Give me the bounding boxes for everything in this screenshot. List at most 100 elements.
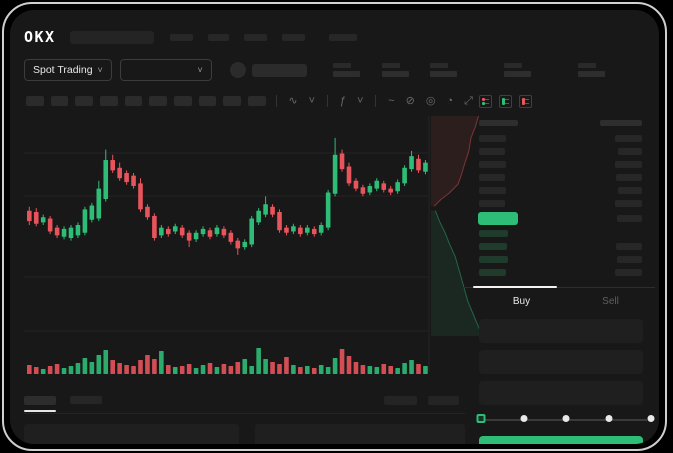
nav-item[interactable] bbox=[207, 33, 229, 41]
order-form-field[interactable] bbox=[479, 319, 643, 343]
orderbook-row[interactable] bbox=[477, 240, 655, 253]
orders-tab-active[interactable] bbox=[24, 395, 56, 405]
divider bbox=[463, 287, 655, 288]
orders-tab-inactive[interactable] bbox=[70, 396, 102, 404]
orderbook-view-toggles bbox=[479, 90, 655, 112]
orderbook-row[interactable] bbox=[477, 197, 655, 210]
bid-amount-placeholder bbox=[616, 243, 642, 250]
orderbook-row[interactable] bbox=[477, 171, 655, 184]
bids-only-icon[interactable] bbox=[499, 94, 512, 108]
ask-amount-placeholder bbox=[618, 187, 642, 194]
ticker-stats-left bbox=[332, 63, 409, 77]
pair-selector-dropdown[interactable]: ˅ bbox=[119, 59, 212, 81]
bid-price-placeholder bbox=[479, 269, 506, 276]
timeframe-button[interactable] bbox=[247, 96, 266, 106]
chart-section: ∿ ˅ ƒ ˅ ~ ⊘ ◎ ◔ ⤢ bbox=[24, 90, 484, 444]
orderbook-row[interactable] bbox=[477, 253, 655, 266]
active-tab-indicator bbox=[473, 286, 557, 288]
timeframe-button[interactable] bbox=[75, 96, 93, 106]
asks-only-icon[interactable] bbox=[519, 94, 532, 108]
order-form-field[interactable] bbox=[479, 381, 643, 405]
candles-interval-icon[interactable]: ∿ bbox=[288, 94, 298, 107]
indicators-icon[interactable]: ~ bbox=[388, 94, 395, 107]
orderbook-row[interactable] bbox=[477, 145, 655, 158]
chart-type-icon[interactable]: ƒ bbox=[339, 94, 346, 107]
ticker-stat bbox=[332, 63, 360, 77]
timeframe-button[interactable] bbox=[173, 96, 192, 106]
tab-sell[interactable]: Sell bbox=[602, 295, 619, 307]
orderbook-row[interactable] bbox=[477, 227, 655, 240]
search-input[interactable] bbox=[69, 30, 154, 44]
chevron-down-icon[interactable]: ˅ bbox=[356, 94, 364, 107]
price-chart[interactable] bbox=[24, 114, 486, 374]
top-nav-bar: OKX bbox=[24, 28, 655, 46]
timeframe-button[interactable] bbox=[223, 96, 241, 106]
ask-amount-placeholder bbox=[618, 148, 642, 155]
timer-icon[interactable]: ◔ bbox=[446, 94, 454, 107]
ask-price-placeholder bbox=[479, 148, 505, 155]
ticker-stat bbox=[578, 63, 605, 77]
orders-action-button[interactable] bbox=[428, 395, 459, 405]
orders-panels bbox=[24, 424, 465, 444]
orderbook-row[interactable] bbox=[477, 132, 655, 145]
coin-icon bbox=[229, 62, 246, 78]
slider-stop[interactable] bbox=[520, 415, 527, 422]
timeframe-button[interactable] bbox=[50, 96, 69, 106]
ask-price-placeholder bbox=[479, 135, 506, 142]
nav-item[interactable] bbox=[243, 33, 267, 41]
slider-stop[interactable] bbox=[476, 414, 486, 423]
orderbook-row[interactable] bbox=[477, 266, 655, 279]
stat-label-placeholder bbox=[504, 63, 522, 68]
orderbook-row[interactable] bbox=[477, 158, 655, 171]
divider bbox=[275, 95, 277, 107]
stat-value-placeholder bbox=[381, 71, 409, 77]
last-price-badge[interactable] bbox=[478, 212, 518, 225]
nav-item[interactable] bbox=[169, 33, 193, 41]
tab-buy[interactable]: Buy bbox=[512, 295, 531, 307]
chevron-down-icon: ˅ bbox=[197, 65, 203, 75]
orders-action-button[interactable] bbox=[384, 395, 417, 405]
stat-label-placeholder bbox=[332, 63, 351, 68]
nav-menu bbox=[169, 33, 372, 41]
timeframe-button[interactable] bbox=[26, 96, 44, 106]
slider-stop[interactable] bbox=[647, 415, 655, 422]
orders-panel-placeholder bbox=[255, 424, 465, 444]
stat-value-placeholder bbox=[430, 71, 457, 77]
timeframe-button[interactable] bbox=[198, 96, 217, 106]
device-frame: OKX Spot Trading ˅ ˅ bbox=[2, 2, 667, 451]
stat-value-placeholder bbox=[504, 71, 531, 77]
orders-tab-bar bbox=[24, 395, 475, 405]
compare-icon[interactable]: ⊘ bbox=[405, 94, 415, 107]
nav-item[interactable] bbox=[328, 33, 357, 41]
slider-stop[interactable] bbox=[562, 415, 570, 422]
orderbook-row[interactable] bbox=[477, 184, 655, 197]
market-type-label: Spot Trading bbox=[33, 64, 93, 76]
fullscreen-icon[interactable]: ⤢ bbox=[464, 94, 473, 107]
slider-stop[interactable] bbox=[605, 415, 612, 422]
orderbook-column-headers bbox=[477, 120, 655, 126]
amount-slider[interactable] bbox=[476, 412, 655, 428]
stat-label-placeholder bbox=[430, 63, 448, 68]
timeframe-button[interactable] bbox=[149, 96, 167, 106]
orderbook-bids bbox=[477, 227, 655, 279]
timeframe-button[interactable] bbox=[124, 96, 143, 106]
combined-book-icon[interactable] bbox=[479, 94, 492, 108]
snapshot-icon[interactable]: ◎ bbox=[425, 94, 436, 107]
nav-item[interactable] bbox=[281, 33, 305, 41]
ask-price-placeholder bbox=[479, 161, 506, 168]
chart-toolbar: ∿ ˅ ƒ ˅ ~ ⊘ ◎ ◔ ⤢ bbox=[26, 90, 475, 112]
market-type-dropdown[interactable]: Spot Trading ˅ bbox=[24, 59, 112, 81]
divider bbox=[24, 413, 465, 414]
ask-amount-placeholder bbox=[616, 174, 642, 181]
ask-price-placeholder bbox=[479, 200, 505, 207]
trade-panel: Buy Sell bbox=[463, 90, 655, 444]
orders-panel-placeholder bbox=[24, 424, 240, 444]
ask-amount-placeholder bbox=[615, 161, 642, 168]
chevron-down-icon[interactable]: ˅ bbox=[308, 94, 316, 107]
buy-submit-button[interactable] bbox=[479, 436, 643, 444]
last-amount-placeholder bbox=[617, 215, 642, 222]
order-form-field[interactable] bbox=[479, 350, 643, 374]
ask-price-placeholder bbox=[479, 174, 505, 181]
buy-sell-tabs: Buy Sell bbox=[463, 286, 655, 315]
timeframe-button[interactable] bbox=[99, 96, 118, 106]
